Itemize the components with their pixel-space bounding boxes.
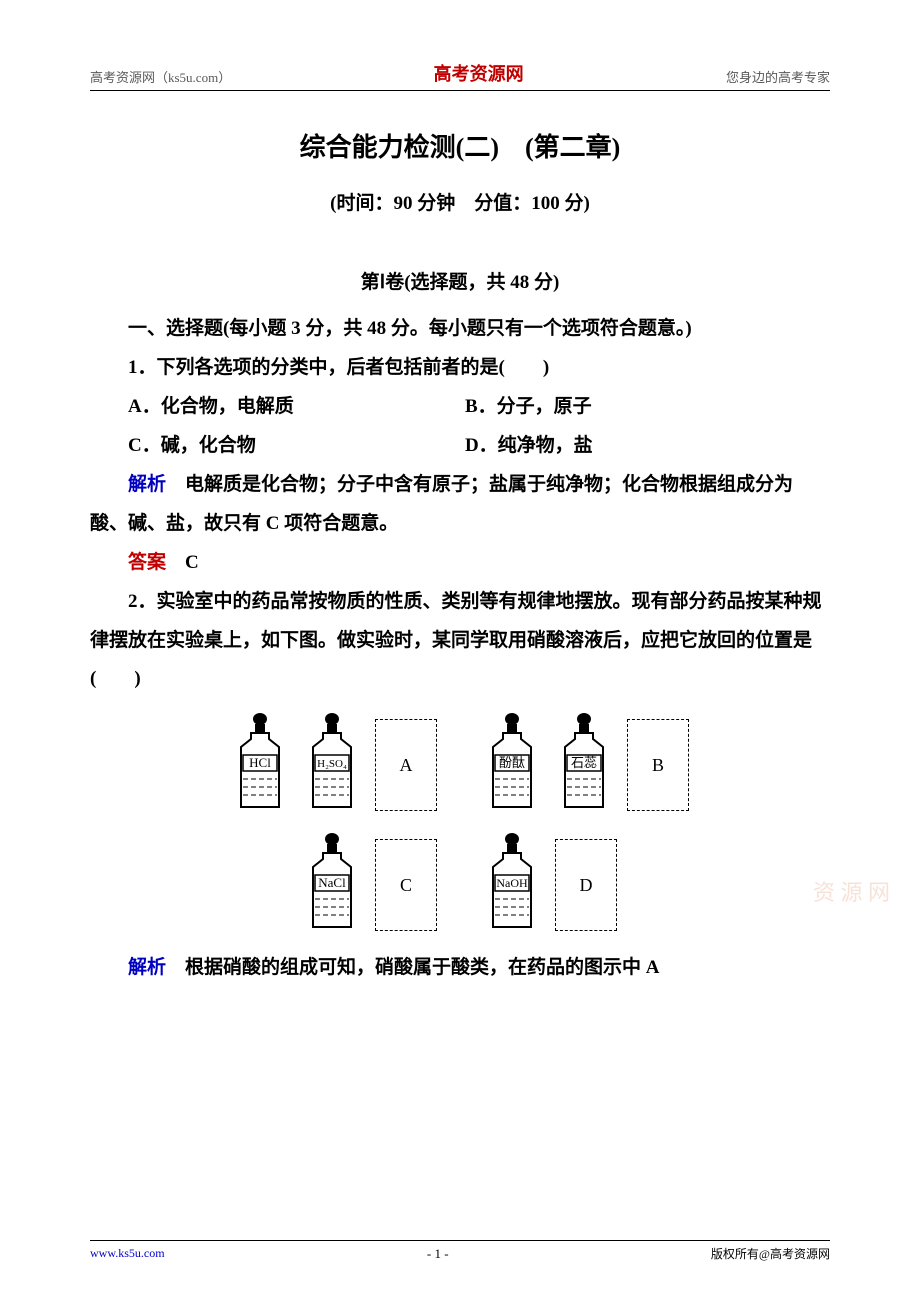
q2-analysis: 解析 根据硝酸的组成可知，硝酸属于酸类，在药品的图示中 A xyxy=(90,949,830,988)
analysis-label-2: 解析 xyxy=(128,957,166,978)
q2-figure: HCl H₂SO₄ A 酚酞 xyxy=(90,713,830,931)
bottle-label-nacl: NaCl xyxy=(318,875,346,890)
q1-analysis-text: 电解质是化合物；分子中含有原子；盐属于纯净物；化合物根据组成分为酸、碱、盐，故只… xyxy=(90,474,793,534)
bottle-nacl: NaCl xyxy=(303,833,361,931)
q1-option-c: C．碱，化合物 xyxy=(128,427,465,466)
bottle-label-h2so4: H₂SO₄ xyxy=(317,758,347,770)
analysis-label: 解析 xyxy=(128,474,166,495)
footer-rule xyxy=(90,1240,830,1241)
slot-d: D xyxy=(555,839,617,931)
header-rule xyxy=(90,90,830,91)
bottle-hcl: HCl xyxy=(231,713,289,811)
figure-row-1: HCl H₂SO₄ A 酚酞 xyxy=(231,713,689,811)
slot-a: A xyxy=(375,719,437,811)
q1-answer-text: C xyxy=(166,552,199,573)
page-footer: www.ks5u.com - 1 - 版权所有@高考资源网 xyxy=(90,1240,830,1262)
q1-option-d: D．纯净物，盐 xyxy=(465,427,830,466)
footer-page-num: - 1 - xyxy=(427,1246,449,1262)
page-header: 高考资源网（ks5u.com） 高考资源网 您身边的高考专家 xyxy=(90,60,830,90)
bottle-naoh: NaOH xyxy=(483,833,541,931)
watermark: 资 源 网 xyxy=(813,875,890,907)
figure-row-2: NaCl C NaOH D xyxy=(303,833,617,931)
slot-b: B xyxy=(627,719,689,811)
q1-option-b: B．分子，原子 xyxy=(465,388,830,427)
header-right: 您身边的高考专家 xyxy=(726,67,830,86)
footer-url: www.ks5u.com xyxy=(90,1246,165,1261)
footer-copyright: 版权所有@高考资源网 xyxy=(711,1245,830,1262)
bottle-phenolphthalein: 酚酞 xyxy=(483,713,541,811)
section-1-head: 第Ⅰ卷(选择题，共 48 分) xyxy=(90,267,830,294)
q1-options-row1: A．化合物，电解质 B．分子，原子 xyxy=(90,388,830,427)
bottle-label-hcl: HCl xyxy=(249,755,271,770)
header-center-logo: 高考资源网 xyxy=(434,60,524,86)
slot-c: C xyxy=(375,839,437,931)
bottle-label-naoh: NaOH xyxy=(496,876,528,890)
doc-title: 综合能力检测(二) (第二章) xyxy=(90,127,830,164)
q2-analysis-text: 根据硝酸的组成可知，硝酸属于酸类，在药品的图示中 A xyxy=(166,957,659,978)
q1-answer: 答案 C xyxy=(90,544,830,583)
q1-option-a: A．化合物，电解质 xyxy=(128,388,465,427)
bottle-litmus: 石蕊 xyxy=(555,713,613,811)
answer-label: 答案 xyxy=(128,552,166,573)
doc-subtitle: (时间：90 分钟 分值：100 分) xyxy=(90,188,830,215)
header-left: 高考资源网（ks5u.com） xyxy=(90,67,231,86)
bottle-label-litmus: 石蕊 xyxy=(571,755,597,770)
q1-analysis: 解析 电解质是化合物；分子中含有原子；盐属于纯净物；化合物根据组成分为酸、碱、盐… xyxy=(90,466,830,544)
q1-stem: 1．下列各选项的分类中，后者包括前者的是( ) xyxy=(90,349,830,388)
bottle-label-phenolphthalein: 酚酞 xyxy=(499,755,525,770)
bottle-h2so4: H₂SO₄ xyxy=(303,713,361,811)
q1-options-row2: C．碱，化合物 D．纯净物，盐 xyxy=(90,427,830,466)
q2-stem: 2．实验室中的药品常按物质的性质、类别等有规律地摆放。现有部分药品按某种规律摆放… xyxy=(90,583,830,700)
instructions: 一、选择题(每小题 3 分，共 48 分。每小题只有一个选项符合题意。) xyxy=(90,310,830,349)
